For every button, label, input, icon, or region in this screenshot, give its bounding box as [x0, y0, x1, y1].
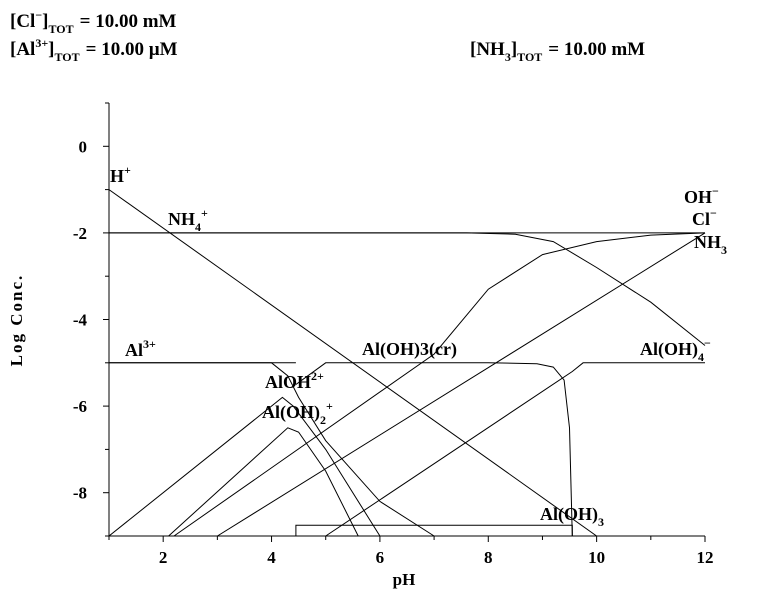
x-ticks: 2 4 6 8 10 12	[108, 536, 714, 567]
label-aloh2-plus: Al(OH)2+	[262, 399, 333, 427]
label-nh3: NH3	[694, 232, 727, 257]
x-tick-label: 10	[588, 548, 605, 567]
y-tick-label: -8	[73, 484, 87, 503]
y-tick-label: 0	[79, 137, 88, 156]
y-tick-label: -4	[73, 311, 88, 330]
label-nh4-plus: NH4+	[168, 206, 208, 234]
series-line-al-oh-3-cr	[295, 362, 573, 537]
cl-total-label: [Cl−]TOT = 10.00 mM	[10, 8, 177, 36]
x-axis-label: pH	[393, 570, 416, 589]
series-lines	[108, 189, 706, 537]
label-aloh3-aq: Al(OH)3	[540, 504, 604, 529]
series-line-nh3	[173, 232, 706, 537]
y-tick-label: -2	[73, 224, 87, 243]
label-aloh-2plus: AlOH2+	[265, 369, 324, 392]
y-axis-label: Log Conc.	[7, 274, 26, 367]
label-cl-minus: Cl−	[692, 206, 717, 229]
axes	[108, 103, 705, 537]
y-ticks: 0 -2 -4 -6 -8	[73, 102, 109, 537]
series-line-aloh2	[108, 396, 381, 537]
series-line-al-oh-4	[325, 362, 705, 537]
al-total-label: [Al3+]TOT = 10.00 µM	[10, 36, 178, 64]
series-line-al-oh-3	[295, 524, 573, 536]
series-line-nh4	[109, 232, 706, 346]
label-oh-minus: OH−	[684, 184, 719, 207]
x-tick-label: 6	[376, 548, 385, 567]
x-tick-label: 12	[697, 548, 714, 567]
x-tick-label: 2	[159, 548, 168, 567]
y-tick-label: -6	[73, 397, 87, 416]
series-line-al-oh-2	[168, 427, 359, 537]
series-line-oh	[217, 232, 706, 537]
nh3-total-label: [NH3]TOT = 10.00 mM	[470, 39, 645, 64]
label-aloh3-cr: Al(OH)3(cr)	[362, 339, 457, 360]
label-al3-plus: Al3+	[125, 337, 156, 360]
x-tick-label: 8	[484, 548, 493, 567]
label-aloh4-minus: Al(OH)4−	[640, 336, 711, 364]
label-h-plus: H+	[110, 163, 131, 186]
x-tick-label: 4	[267, 548, 276, 567]
